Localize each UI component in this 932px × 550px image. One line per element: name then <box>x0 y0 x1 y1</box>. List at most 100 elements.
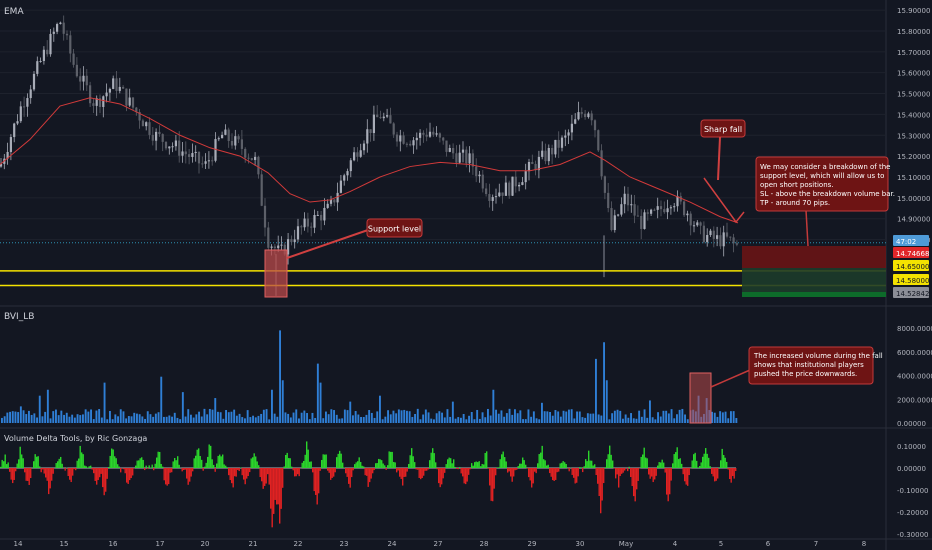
candle <box>263 205 267 228</box>
volume-annotation[interactable]: The increased volume during the fall sho… <box>710 346 885 388</box>
candle <box>659 206 663 210</box>
candle <box>26 98 29 107</box>
delta-bar <box>220 456 222 468</box>
candle <box>224 129 227 135</box>
volume-bar <box>260 413 263 423</box>
delta-bar <box>669 468 671 495</box>
candle <box>108 88 111 93</box>
delta-bar <box>643 447 645 468</box>
delta-bar <box>421 468 423 479</box>
delta-bar <box>723 455 725 468</box>
delta-bar <box>517 466 519 468</box>
breakdown-annotation[interactable]: We may consider a breakdown of the suppo… <box>755 156 897 247</box>
candle <box>465 149 468 164</box>
candle <box>564 135 567 138</box>
volume-bar <box>17 412 20 423</box>
volume-bar <box>438 411 441 423</box>
volume-bar <box>416 408 419 423</box>
candle <box>296 226 300 240</box>
candle <box>587 113 590 118</box>
delta-bar <box>406 468 408 472</box>
sharp-fall-annotation[interactable]: Sharp fall <box>700 119 746 224</box>
candle <box>280 244 283 246</box>
volume-bar <box>208 408 211 423</box>
delta-bar <box>679 458 681 468</box>
delta-bar <box>51 468 53 481</box>
price-pane[interactable]: EMA <box>0 7 886 296</box>
sharp-fall-callout <box>700 119 746 138</box>
candle <box>584 113 587 118</box>
time-axis-label: 20 <box>201 540 210 548</box>
volume-bar <box>298 418 300 423</box>
delta-pane[interactable]: Volume Delta Tools, by Ric Gonzaga 0.100… <box>0 434 928 539</box>
delta-bar <box>501 454 503 468</box>
bvi-label: BVI_LB <box>4 312 34 322</box>
volume-bar <box>55 409 57 423</box>
delta-bar <box>355 462 357 468</box>
delta-bar <box>106 468 108 479</box>
candle <box>188 154 191 157</box>
volume-bar <box>368 410 371 423</box>
volume-bar <box>549 411 551 423</box>
volume-bar <box>30 414 33 423</box>
volume-bar <box>686 419 689 423</box>
time-axis-label: 4 <box>673 540 678 548</box>
delta-bar <box>609 445 611 468</box>
price-tag-label: 14.65000 <box>896 263 929 271</box>
candle <box>574 119 577 124</box>
volume-bar <box>322 418 325 423</box>
candle <box>643 212 646 229</box>
delta-bar <box>622 468 624 473</box>
delta-bar <box>39 466 41 468</box>
delta-bar <box>678 459 680 468</box>
delta-bar <box>628 466 630 468</box>
volume-bar <box>411 416 414 423</box>
price-axis-label: 15.60000 <box>897 70 930 78</box>
delta-bar <box>324 454 326 468</box>
time-axis-label: 6 <box>766 540 771 548</box>
price-tag <box>893 247 929 258</box>
candle <box>125 88 128 106</box>
candle <box>593 120 597 131</box>
delta-bar <box>474 462 476 468</box>
volume-bar <box>98 409 101 423</box>
delta-bar <box>294 468 296 477</box>
delta-bar <box>171 468 173 473</box>
delta-bar <box>219 454 221 468</box>
delta-bar <box>544 460 546 468</box>
support-highlight-box <box>264 249 288 298</box>
delta-bar <box>489 468 491 486</box>
candle <box>554 139 557 155</box>
delta-bar <box>504 457 506 468</box>
volume-bar <box>249 417 252 423</box>
time-axis[interactable]: 14 15 16 17 20 21 22 23 24 27 28 29 30 May 4 5 6 7 8 <box>14 540 867 548</box>
volume-bar <box>100 417 103 423</box>
delta-bar <box>118 466 120 468</box>
delta-bar <box>712 468 714 477</box>
candle <box>49 33 52 55</box>
support-annotation[interactable]: Support level <box>286 218 423 259</box>
delta-bar <box>655 468 657 476</box>
delta-bar <box>321 459 323 468</box>
delta-bar <box>648 468 650 475</box>
volume-bar <box>384 416 387 423</box>
delta-bar <box>454 466 456 468</box>
delta-bar <box>18 459 20 468</box>
delta-bar <box>312 468 314 473</box>
delta-bar <box>591 460 593 468</box>
delta-bar <box>85 466 87 468</box>
delta-bar <box>381 460 383 468</box>
time-axis-label: 29 <box>528 540 537 548</box>
delta-bar <box>340 453 342 468</box>
volume-pane[interactable]: BVI_LB 8000.00000 6000.00000 4000.00000 200… <box>1 312 932 428</box>
volume-bar <box>727 418 730 423</box>
delta-bar <box>142 459 144 468</box>
price-tag-label: 14.74668 <box>896 250 929 258</box>
delta-bar <box>126 468 128 483</box>
volume-bar <box>284 412 287 423</box>
delta-bar <box>313 468 315 492</box>
delta-bar <box>250 458 252 468</box>
candle <box>679 196 682 202</box>
candle <box>56 24 59 32</box>
